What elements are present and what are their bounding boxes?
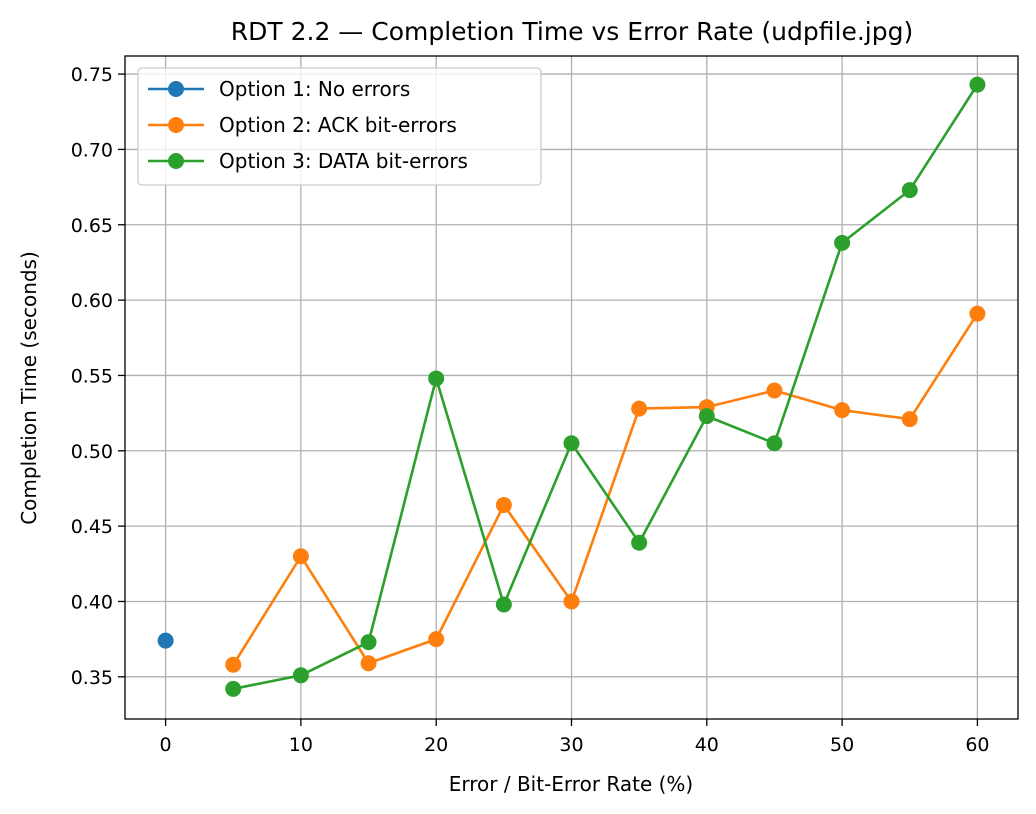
data-point	[698, 408, 715, 425]
y-axis-label: Completion Time (seconds)	[17, 251, 41, 525]
y-tick-label: 0.60	[71, 290, 113, 312]
x-tick-label: 40	[695, 734, 719, 756]
legend: Option 1: No errors Option 2: ACK bit-err…	[137, 67, 542, 186]
y-tick-label: 0.50	[71, 441, 113, 463]
x-tick-label: 10	[289, 734, 313, 756]
data-point	[631, 534, 648, 551]
series-layer	[157, 76, 986, 697]
data-point	[428, 631, 445, 648]
data-point	[834, 402, 851, 419]
data-point	[360, 634, 377, 651]
x-axis-label: Error / Bit-Error Rate (%)	[449, 772, 693, 796]
legend-item: Option 3: DATA bit-errors	[148, 149, 468, 173]
series-line	[232, 83, 979, 691]
axis-ticks: 0 10 20 30 40 50 60 0.35 0.40 0.45 0.50 0.55 0.60 0.6…	[71, 64, 990, 756]
x-tick-label: 60	[965, 734, 989, 756]
data-point	[225, 656, 242, 673]
legend-item: Option 1: No errors	[148, 77, 410, 101]
data-point	[766, 435, 783, 452]
data-point	[225, 680, 242, 697]
legend-label: Option 3: DATA bit-errors	[219, 149, 468, 173]
x-tick-label: 20	[424, 734, 448, 756]
series-3	[225, 76, 986, 697]
series-2	[225, 305, 986, 673]
data-point	[969, 76, 986, 93]
data-point	[969, 305, 986, 322]
data-point	[360, 655, 377, 672]
legend-label: Option 1: No errors	[219, 77, 410, 101]
legend-frame	[137, 67, 542, 186]
x-tick-label: 0	[160, 734, 172, 756]
data-point	[563, 435, 580, 452]
legend-label: Option 2: ACK bit-errors	[219, 113, 457, 137]
y-tick-label: 0.70	[71, 139, 113, 161]
data-point	[428, 370, 445, 387]
series-1	[157, 632, 174, 649]
chart-title: RDT 2.2 — Completion Time vs Error Rate …	[231, 17, 913, 46]
legend-item: Option 2: ACK bit-errors	[148, 113, 457, 137]
y-tick-label: 0.75	[71, 64, 113, 86]
data-point	[631, 400, 648, 417]
y-tick-label: 0.55	[71, 365, 113, 387]
data-point	[495, 596, 512, 613]
data-point	[292, 667, 309, 684]
data-point	[766, 382, 783, 399]
legend-marker	[168, 153, 184, 169]
data-point	[495, 497, 512, 514]
data-point	[901, 411, 918, 428]
y-tick-label: 0.45	[71, 516, 113, 538]
data-point	[901, 182, 918, 199]
y-tick-label: 0.65	[71, 215, 113, 237]
series-line	[232, 312, 979, 666]
y-tick-label: 0.40	[71, 591, 113, 613]
y-tick-label: 0.35	[71, 667, 113, 689]
legend-marker	[168, 117, 184, 133]
x-tick-label: 30	[559, 734, 583, 756]
legend-marker	[168, 81, 184, 97]
data-point	[834, 234, 851, 251]
x-tick-label: 50	[830, 734, 854, 756]
data-point	[157, 632, 174, 649]
data-point	[292, 548, 309, 565]
data-point	[563, 593, 580, 610]
grid	[125, 56, 1018, 719]
